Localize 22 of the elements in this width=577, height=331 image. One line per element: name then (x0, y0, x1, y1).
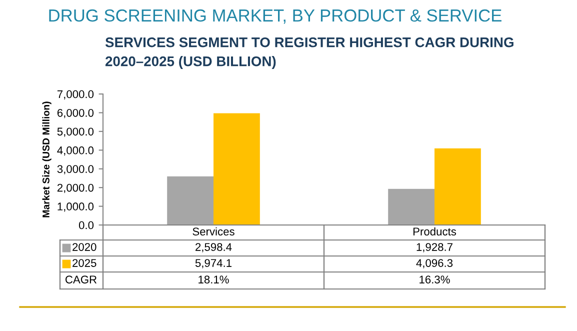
legend-label: 2020 (72, 243, 96, 251)
y-tick-label: 6,000.0 (57, 108, 94, 118)
data-label: 4,096.3 (416, 259, 453, 268)
y-tick-label: 4,000.0 (57, 146, 94, 156)
y-tick-label: 0.0 (78, 221, 94, 230)
y-tick-label: 7,000.0 (57, 90, 94, 100)
y-tick-label: 1,000.0 (58, 202, 94, 212)
chart-subtitle: SERVICES SEGMENT TO REGISTER HIGHEST CAGR DURING 2020–2025 (USD BILLION) (105, 37, 514, 69)
y-tick-label: 3,000.0 (57, 165, 94, 174)
data-label: 5,974.1 (195, 259, 232, 268)
x-tick-label: Services (192, 227, 234, 236)
text: 18.1% (198, 276, 229, 284)
data-label: 1,928.7 (416, 243, 452, 252)
text: CAGR (66, 276, 97, 284)
legend-label: 2025 (72, 259, 96, 267)
chart-title: DRUG SCREENING MARKET, BY PRODUCT & SERVICE (49, 9, 502, 24)
y-tick-label: 2,000.0 (57, 184, 94, 194)
y-tick-label: 5,000.0 (57, 128, 94, 137)
x-tick-label: Products (413, 227, 456, 236)
y-axis-title: Market Size (USD Million) (42, 102, 52, 218)
data-label: 2,598.4 (196, 243, 232, 252)
text: 16.3% (420, 276, 450, 284)
